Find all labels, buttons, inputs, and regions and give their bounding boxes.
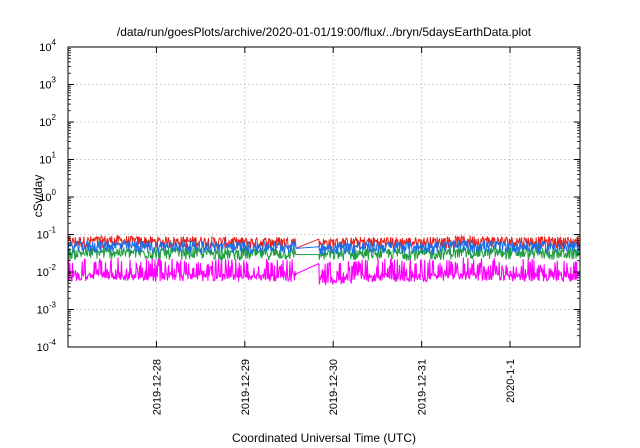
- y-tick-label: 10-2: [37, 263, 57, 279]
- chart-title: /data/run/goesPlots/archive/2020-01-01/1…: [117, 25, 532, 39]
- y-tick-label: 100: [39, 188, 56, 204]
- y-tick-label: 101: [39, 151, 56, 167]
- y-axis-label: cSv/day: [31, 175, 45, 218]
- x-tick-label: 2019-12-29: [240, 359, 252, 415]
- y-tick-label: 103: [39, 76, 56, 92]
- y-tick-label: 102: [39, 113, 56, 129]
- series-line: [67, 240, 581, 255]
- x-axis-ticks: 2019-12-28 2019-12-29 2019-12-30 2019-12-31…: [151, 47, 517, 415]
- y-tick-label: 10-3: [37, 301, 57, 317]
- y-tick-label: 10-4: [37, 338, 57, 354]
- y-axis-ticks: 10-4 10-3 10-2 10-1 100 101 102 103 104: [37, 38, 580, 354]
- x-tick-label: 2020-1-1: [505, 359, 517, 403]
- y-tick-label: 10-1: [37, 226, 57, 242]
- series-line: [67, 246, 581, 261]
- series-line: [67, 257, 581, 286]
- x-tick-label: 2019-12-28: [151, 359, 163, 415]
- y-tick-label: 104: [39, 38, 56, 54]
- x-tick-label: 2019-12-31: [417, 359, 429, 415]
- x-axis-label: Coordinated Universal Time (UTC): [232, 431, 416, 445]
- x-tick-label: 2019-12-30: [328, 359, 340, 415]
- series-layer: [67, 235, 581, 286]
